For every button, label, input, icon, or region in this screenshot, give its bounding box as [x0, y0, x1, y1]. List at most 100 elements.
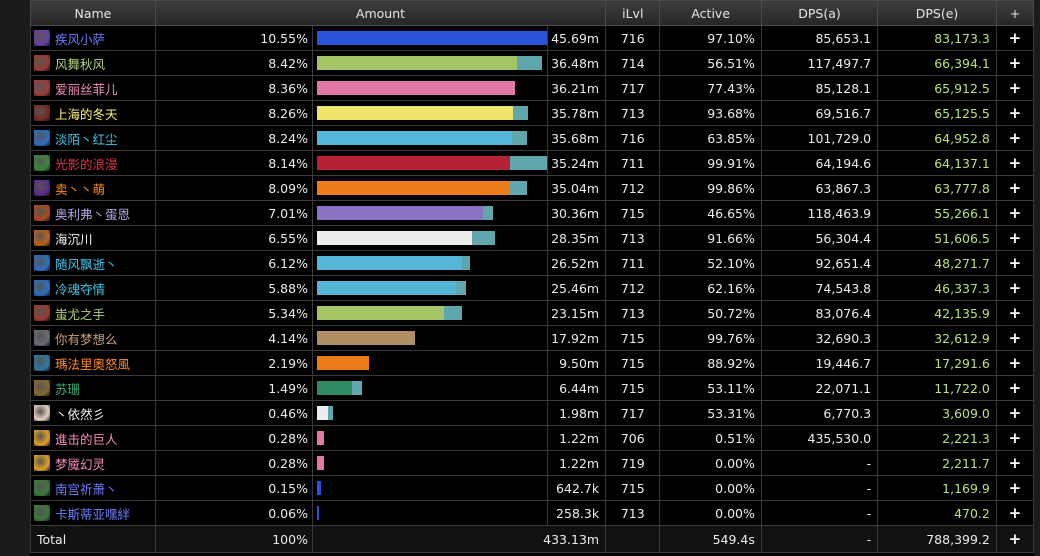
- player-name-cell[interactable]: 進击的巨人: [30, 425, 156, 451]
- player-name: 海沉川: [55, 231, 93, 247]
- damage-amount: 35.04m: [546, 175, 607, 201]
- column-header-dps-e[interactable]: DPS(e): [877, 0, 997, 26]
- player-name-cell[interactable]: 苏珊: [30, 375, 156, 401]
- player-name-cell[interactable]: 上海的冬天: [30, 100, 156, 126]
- expand-row-button[interactable]: +: [995, 175, 1035, 201]
- expand-row-button[interactable]: +: [995, 325, 1035, 351]
- expand-row-button[interactable]: +: [995, 250, 1035, 276]
- column-header-amount[interactable]: Amount: [154, 0, 607, 26]
- player-row[interactable]: 蚩尤之手 5.34% 23.15m 713 50.72% 83,076.4 42,135.9…: [30, 300, 1035, 326]
- player-name-cell[interactable]: 丶依然彡: [30, 400, 156, 426]
- expand-row-button[interactable]: +: [995, 475, 1035, 501]
- player-row[interactable]: 南宫祈萧丶 0.15% 642.7k 715 0.00% -1,169.9 +: [30, 475, 1035, 501]
- player-name-cell[interactable]: 淡陌丶红尘: [30, 125, 156, 151]
- damage-amount: 258.3k: [546, 500, 607, 526]
- damage-percent: 8.09%: [154, 175, 313, 201]
- damage-amount: 23.15m: [546, 300, 607, 326]
- player-name-cell[interactable]: 冷魂夺情: [30, 275, 156, 301]
- player-name-cell[interactable]: 南宫祈萧丶: [30, 475, 156, 501]
- column-header-dps-a[interactable]: DPS(a): [760, 0, 879, 26]
- expand-row-button[interactable]: +: [995, 100, 1035, 126]
- player-row[interactable]: 随风飘逝丶 6.12% 26.52m 711 52.10% 92,651.4 48,271.…: [30, 250, 1035, 276]
- player-name-cell[interactable]: 奥利弗丶蛋恩: [30, 200, 156, 226]
- damage-bar-cell: [311, 250, 548, 276]
- damage-bar-fill: [316, 131, 512, 145]
- damage-bar-cell: [311, 275, 548, 301]
- expand-row-button[interactable]: +: [995, 50, 1035, 76]
- player-row[interactable]: 海沉川 6.55% 28.35m 713 91.66% 56,304.4 51,606.5 +: [30, 225, 1035, 251]
- player-name-cell[interactable]: 蚩尤之手: [30, 300, 156, 326]
- player-row[interactable]: 卖丶丶萌 8.09% 35.04m 712 99.86% 63,867.3 63,777.8…: [30, 175, 1035, 201]
- damage-bar-extension: [327, 406, 333, 420]
- dps-active: 64,194.6: [760, 150, 879, 176]
- mage-frost-icon: [33, 279, 51, 297]
- damage-percent: 8.14%: [154, 150, 313, 176]
- player-name-cell[interactable]: 随风飘逝丶: [30, 250, 156, 276]
- player-row[interactable]: 爱丽丝菲儿 8.36% 36.21m 717 77.43% 85,128.1 65,912.…: [30, 75, 1035, 101]
- item-level: 715: [605, 325, 661, 351]
- player-name: 冷魂夺情: [55, 281, 106, 297]
- player-row[interactable]: 丶依然彡 0.46% 1.98m 717 53.31% 6,770.3 3,609.0 +: [30, 400, 1035, 426]
- player-row[interactable]: 梦魇幻灵 0.28% 1.22m 719 0.00% -2,211.7 +: [30, 450, 1035, 476]
- damage-bar-fill: [316, 206, 483, 220]
- player-name-cell[interactable]: 海沉川: [30, 225, 156, 251]
- expand-row-button[interactable]: +: [995, 425, 1035, 451]
- player-row[interactable]: 奥利弗丶蛋恩 7.01% 30.36m 715 46.65% 118,463.9 55,26…: [30, 200, 1035, 226]
- player-row[interactable]: 瑪法里奧怒風 2.19% 9.50m 715 88.92% 19,446.7 17,291.…: [30, 350, 1035, 376]
- damage-bar-cell: [311, 75, 548, 101]
- expand-row-button[interactable]: +: [995, 500, 1035, 526]
- player-name: 梦魇幻灵: [55, 456, 106, 472]
- player-name-cell[interactable]: 爱丽丝菲儿: [30, 75, 156, 101]
- damage-bar-extension: [511, 131, 527, 145]
- column-header-active[interactable]: Active: [659, 0, 762, 26]
- player-row[interactable]: 上海的冬天 8.26% 35.78m 713 93.68% 69,516.7 65,125.…: [30, 100, 1035, 126]
- damage-bar-fill: [316, 506, 319, 520]
- player-name-cell[interactable]: 光影的浪漫: [30, 150, 156, 176]
- player-row[interactable]: 進击的巨人 0.28% 1.22m 706 0.51% 435,530.0 2,221.3 +: [30, 425, 1035, 451]
- expand-row-button[interactable]: +: [995, 350, 1035, 376]
- player-name-cell[interactable]: 你有梦想么: [30, 325, 156, 351]
- expand-row-button[interactable]: +: [995, 400, 1035, 426]
- player-name-cell[interactable]: 瑪法里奧怒風: [30, 350, 156, 376]
- column-header-name[interactable]: Name: [30, 0, 156, 26]
- player-name-cell[interactable]: 卖丶丶萌: [30, 175, 156, 201]
- damage-amount: 35.78m: [546, 100, 607, 126]
- player-row[interactable]: 光影的浪漫 8.14% 35.24m 711 99.91% 64,194.6 64,137.…: [30, 150, 1035, 176]
- total-expand-button[interactable]: +: [995, 525, 1035, 553]
- item-level: 715: [605, 375, 661, 401]
- expand-row-button[interactable]: +: [995, 125, 1035, 151]
- item-level: 719: [605, 450, 661, 476]
- player-row[interactable]: 你有梦想么 4.14% 17.92m 715 99.76% 32,690.3 32,612.…: [30, 325, 1035, 351]
- damage-percent: 6.12%: [154, 250, 313, 276]
- player-row[interactable]: 风舞秋风 8.42% 36.48m 714 56.51% 117,497.7 66,394.…: [30, 50, 1035, 76]
- expand-row-button[interactable]: +: [995, 75, 1035, 101]
- dps-effective: 55,266.1: [877, 200, 997, 226]
- player-name-cell[interactable]: 疾风小萨: [30, 25, 156, 51]
- expand-row-button[interactable]: +: [995, 275, 1035, 301]
- damage-bar: [316, 456, 324, 470]
- expand-row-button[interactable]: +: [995, 375, 1035, 401]
- damage-bar-fill: [316, 331, 415, 345]
- column-header-ilvl[interactable]: iLvl: [605, 0, 661, 26]
- player-row[interactable]: 淡陌丶红尘 8.24% 35.68m 716 63.85% 101,729.0 64,952…: [30, 125, 1035, 151]
- player-row[interactable]: 卡斯蒂亚嘿絆 0.06% 258.3k 713 0.00% -470.2 +: [30, 500, 1035, 526]
- add-column-button[interactable]: +: [995, 0, 1035, 26]
- expand-row-button[interactable]: +: [995, 225, 1035, 251]
- player-row[interactable]: 疾风小萨 10.55% 45.69m 716 97.10% 85,653.1 83,173.…: [30, 25, 1035, 51]
- player-row[interactable]: 苏珊 1.49% 6.44m 715 53.11% 22,071.1 11,722.0 +: [30, 375, 1035, 401]
- player-name: 苏珊: [55, 381, 81, 397]
- expand-row-button[interactable]: +: [995, 200, 1035, 226]
- expand-row-button[interactable]: +: [995, 450, 1035, 476]
- damage-bar-fill: [316, 281, 456, 295]
- player-name-cell[interactable]: 卡斯蒂亚嘿絆: [30, 500, 156, 526]
- player-row[interactable]: 冷魂夺情 5.88% 25.46m 712 62.16% 74,543.8 46,337.3…: [30, 275, 1035, 301]
- expand-row-button[interactable]: +: [995, 150, 1035, 176]
- dps-active: 22,071.1: [760, 375, 879, 401]
- player-name-cell[interactable]: 梦魇幻灵: [30, 450, 156, 476]
- damage-amount: 36.21m: [546, 75, 607, 101]
- expand-row-button[interactable]: +: [995, 300, 1035, 326]
- header-row: Name Amount iLvl Active DPS(a) DPS(e) +: [30, 0, 1035, 26]
- expand-row-button[interactable]: +: [995, 25, 1035, 51]
- damage-bar-cell: [311, 375, 548, 401]
- player-name-cell[interactable]: 风舞秋风: [30, 50, 156, 76]
